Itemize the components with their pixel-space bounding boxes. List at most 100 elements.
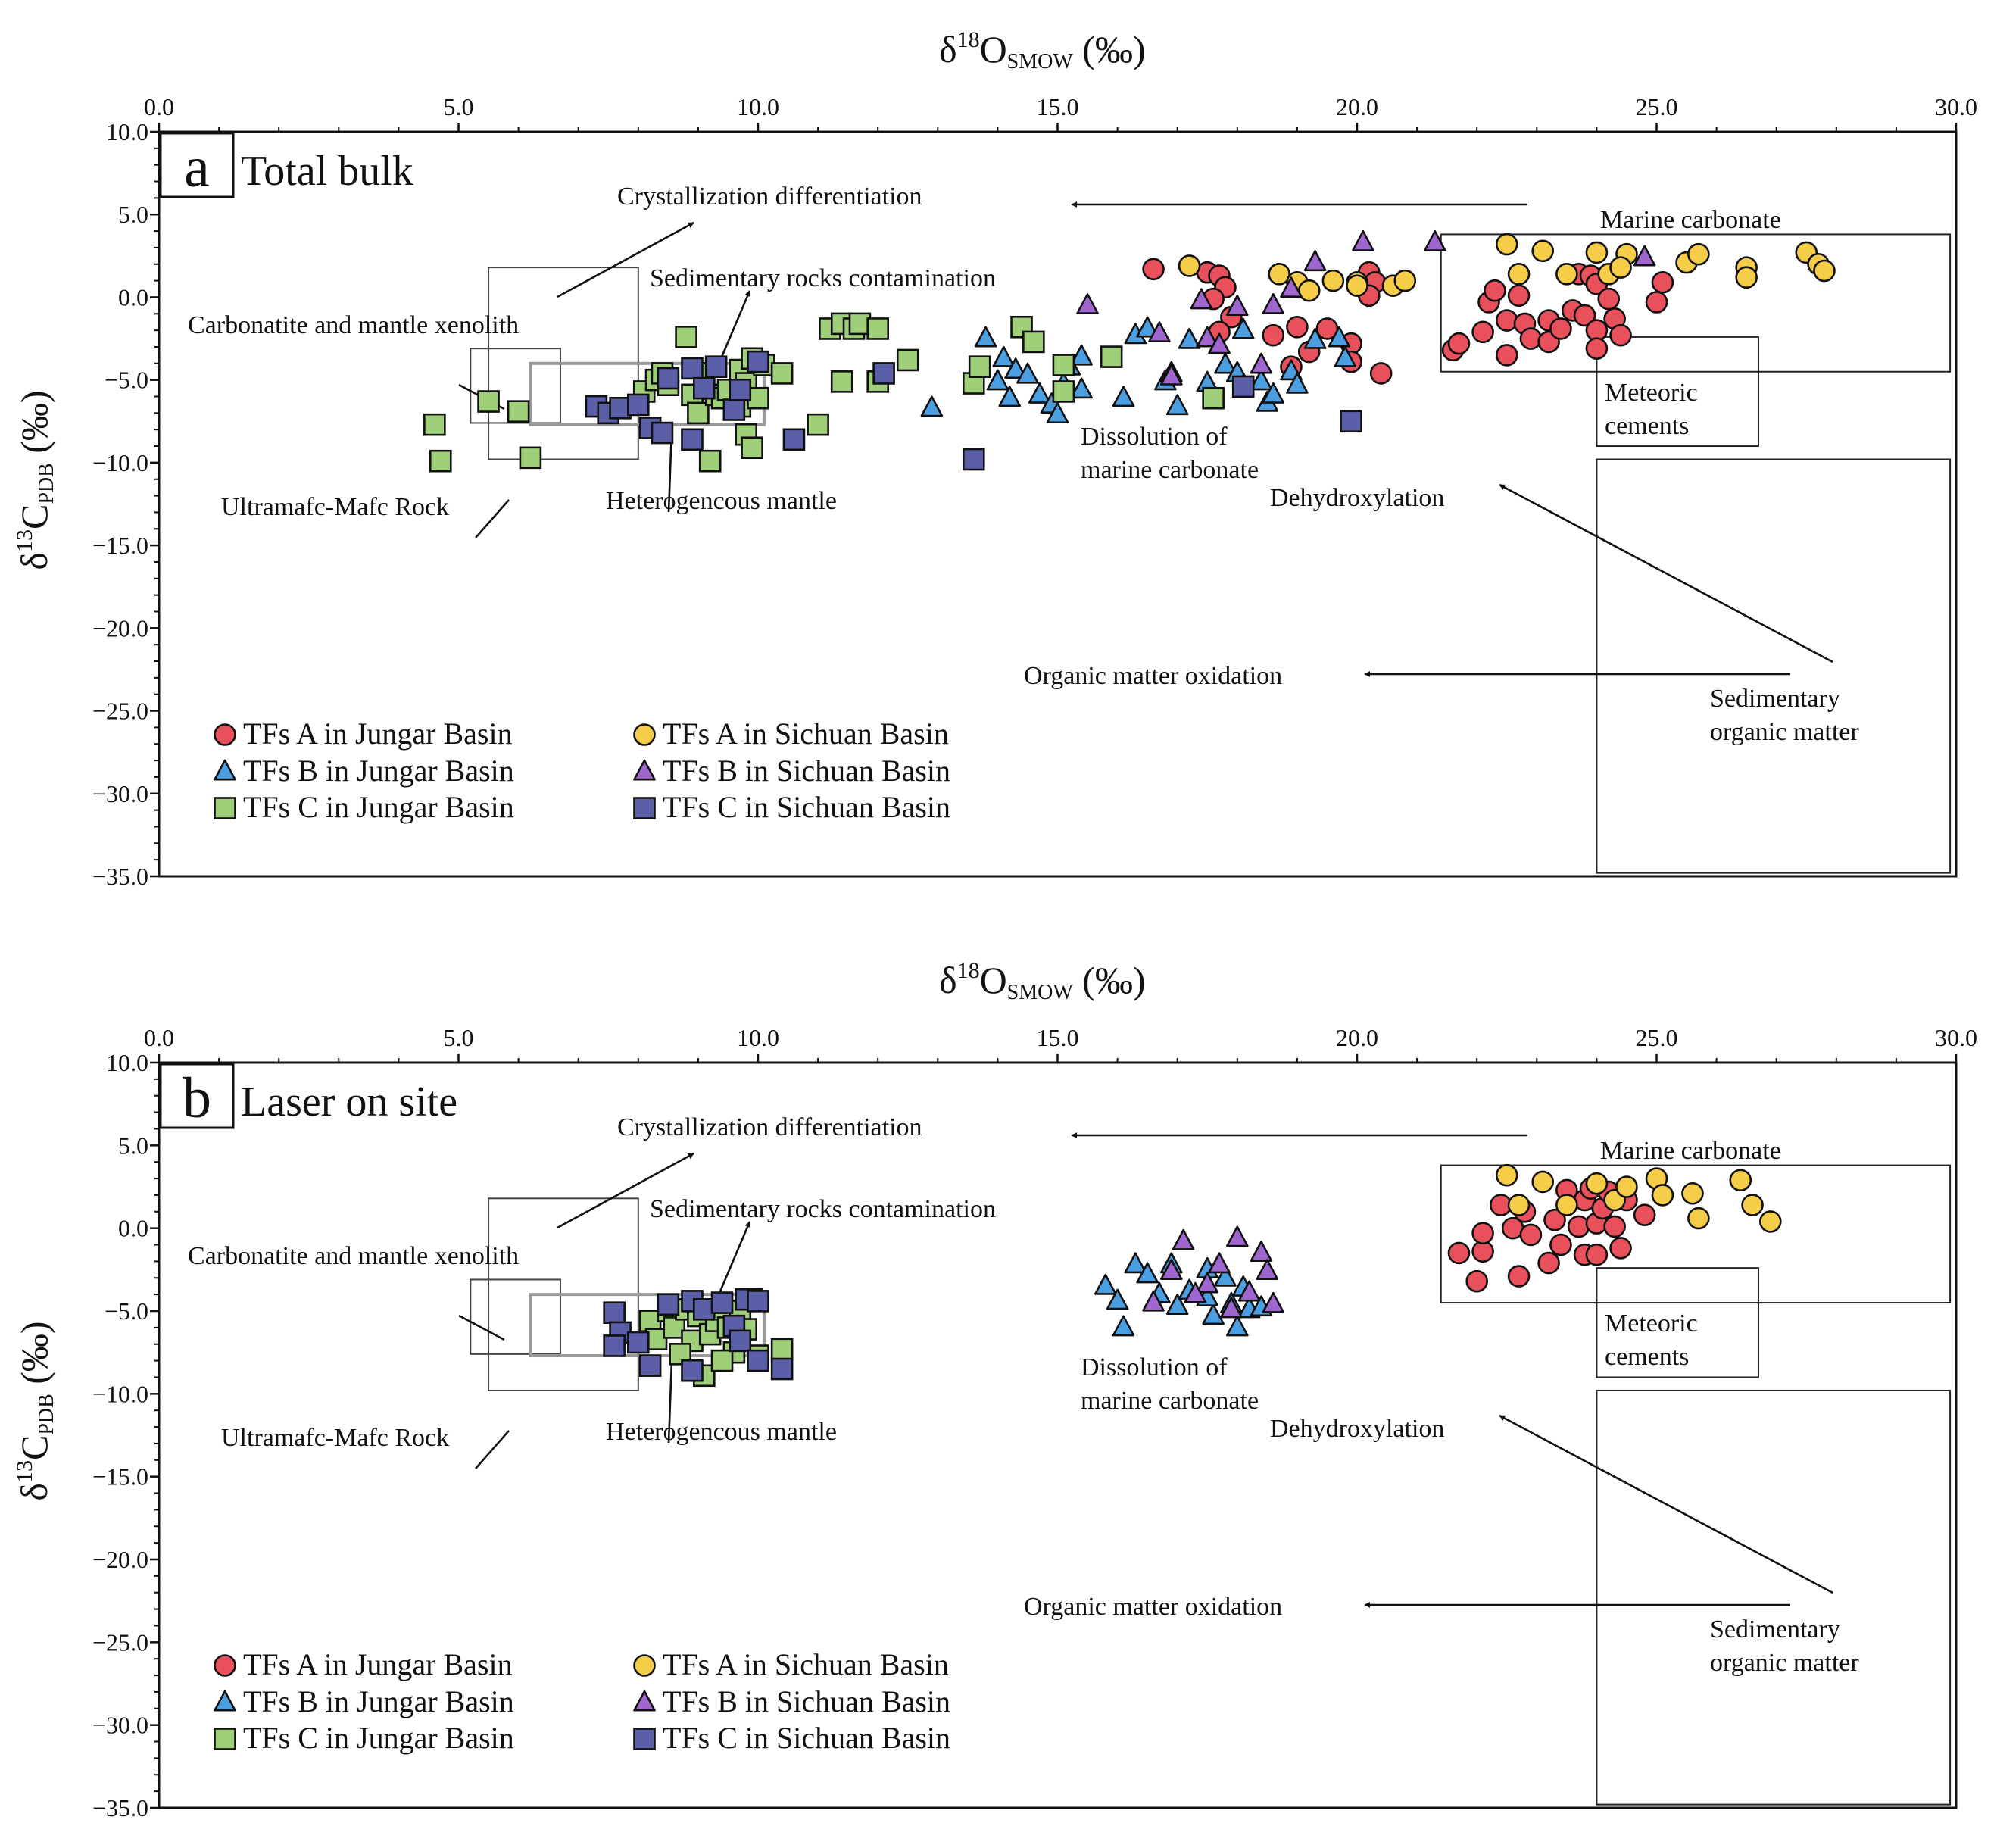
annotation-arrow [557, 1152, 694, 1229]
data-point [1052, 380, 1075, 403]
data-point [896, 348, 919, 372]
data-point [626, 393, 650, 417]
y-tick-label: −35.0 [92, 1794, 148, 1821]
annotation-sedimentary-rocks-contamination: Sedimentary rocks contamination [650, 264, 996, 292]
data-point [1112, 1315, 1135, 1337]
data-point [1531, 1170, 1555, 1194]
data-point [1250, 369, 1273, 391]
panel-a-chart: 0.0 5.0 10.0 15.0 20.0 25.0 30.0 10.0 5.0 0.0 −5.0… [12, 27, 1977, 890]
data-point [1231, 317, 1255, 339]
panel-letter: b [183, 1066, 211, 1130]
data-point [1813, 259, 1836, 283]
series-tfs-b-in-sichuan-basin [1142, 1225, 1285, 1319]
data-point [1046, 402, 1069, 424]
panel-letter-box [159, 1063, 235, 1129]
data-point [1142, 1290, 1165, 1312]
data-point [1190, 288, 1213, 310]
field-meteoric-cements [1596, 1267, 1759, 1378]
data-point [1070, 377, 1093, 399]
data-point [657, 367, 680, 390]
y-axis-label-part: C [13, 504, 55, 529]
data-point [1142, 258, 1165, 281]
annotation-crystallization-differentiation: Crystallization differentiation [617, 183, 922, 211]
data-point [1609, 323, 1632, 347]
legend-label: TFs C in Jungar Basin [243, 790, 514, 824]
data-point [1321, 269, 1345, 292]
data-point [1262, 382, 1285, 404]
data-point [603, 1301, 626, 1324]
data-point [1303, 250, 1327, 272]
y-tick-label: 0.0 [118, 1215, 148, 1242]
legend: TFs A in Jungar Basin TFs A in Sichuan Ba… [214, 716, 950, 824]
y-tick-label: −5.0 [105, 367, 148, 394]
data-point [770, 362, 794, 385]
x-tick-label: 15.0 [1037, 1024, 1079, 1051]
data-point [1549, 1233, 1572, 1256]
data-point [1231, 375, 1255, 398]
data-point [1148, 321, 1171, 343]
legend-marker [214, 759, 236, 781]
field-carbonatite-and-mantle-xenolith [470, 348, 561, 424]
legend-label: TFs B in Sichuan Basin [663, 754, 950, 788]
data-point [1250, 352, 1273, 374]
data-point [1100, 345, 1123, 368]
y-tick-label: −25.0 [92, 698, 148, 725]
legend-marker [633, 1690, 656, 1712]
data-point [1633, 1203, 1656, 1226]
data-point [1471, 1222, 1494, 1245]
data-point [1303, 327, 1327, 349]
x-tick-label: 10.0 [737, 1024, 779, 1051]
x-tick-label: 25.0 [1636, 93, 1678, 120]
data-point [1585, 241, 1609, 264]
x-axis-label-part: O [980, 28, 1007, 70]
data-point [1286, 315, 1309, 339]
data-point [1645, 291, 1668, 314]
legend-marker [214, 1728, 236, 1750]
data-point [1507, 1265, 1531, 1288]
data-point [1519, 327, 1543, 350]
legend-marker [633, 759, 656, 781]
data-point [1549, 317, 1572, 340]
x-axis-label-part: 18 [957, 27, 980, 52]
data-point [1226, 1225, 1249, 1247]
annotation-marine-carbonate: Marine carbonate [1600, 1137, 1781, 1165]
x-axis-label: δ18OSMOW (‰) [939, 27, 1146, 73]
data-point [651, 421, 674, 445]
annotation-arrow [1499, 483, 1833, 663]
y-axis-label-part: δ [13, 552, 55, 570]
data-point [807, 413, 829, 436]
annotation-organic-matter: organic matter [1710, 718, 1859, 746]
x-tick-label: 0.0 [144, 1024, 174, 1051]
x-tick-label: 25.0 [1636, 1024, 1678, 1051]
data-point [1004, 357, 1027, 379]
data-point [1681, 1182, 1704, 1205]
x-axis-label-part: SMOW [1007, 981, 1074, 1004]
data-point [747, 350, 769, 373]
y-tick-label: −30.0 [92, 1712, 148, 1739]
data-point [477, 390, 500, 413]
data-point [974, 326, 997, 348]
data-point [1226, 295, 1249, 317]
data-point [1165, 394, 1189, 416]
data-point [1495, 309, 1518, 332]
annotation-marine-carbonate: Marine carbonate [1600, 206, 1781, 234]
data-point [1136, 1262, 1159, 1284]
annotation-sedimentary: Sedimentary [1710, 685, 1840, 713]
data-point [1028, 382, 1051, 404]
legend-label: TFs C in Sichuan Basin [663, 790, 950, 824]
data-point [1543, 1208, 1566, 1231]
data-point [1178, 254, 1201, 277]
data-point [770, 1357, 794, 1381]
data-point [1651, 270, 1674, 294]
data-point [1507, 284, 1531, 307]
data-point [1208, 1252, 1231, 1274]
data-point [1585, 337, 1609, 360]
y-axis-label-part: (‰) [13, 1321, 55, 1394]
annotation-ultramafc-mafc-rock: Ultramafc-Mafc Rock [221, 1424, 449, 1452]
field-sedimentary-organic-matter [1596, 458, 1952, 874]
data-point [698, 449, 722, 473]
annotation-sedimentary: Sedimentary [1710, 1615, 1840, 1644]
annotation-arrow [557, 221, 694, 298]
panel-b-chart: 0.0 5.0 10.0 15.0 20.0 25.0 30.0 10.0 5.0 0.0 −5.0… [12, 958, 1977, 1821]
x-tick-label: 0.0 [144, 93, 174, 120]
